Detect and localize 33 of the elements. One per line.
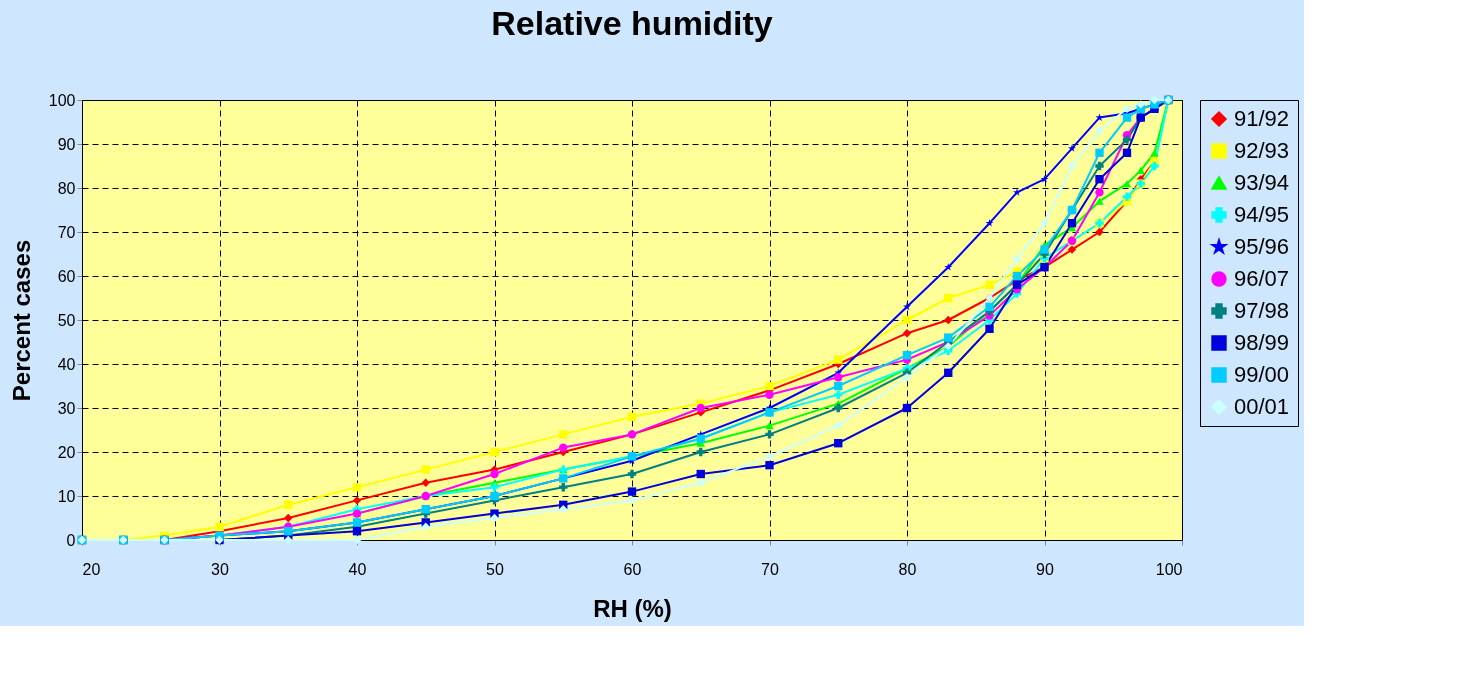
- y-tick-label: 20: [57, 443, 76, 461]
- legend-label: 96/07: [1234, 266, 1290, 291]
- legend-label: 92/93: [1234, 138, 1290, 163]
- x-axis-title: RH (%): [593, 594, 672, 622]
- y-tick-label: 100: [48, 91, 76, 109]
- legend-label: 93/94: [1234, 170, 1290, 195]
- x-tick-label: 80: [898, 560, 917, 578]
- x-tick-label: 70: [761, 560, 779, 578]
- y-tick-label: 40: [57, 355, 76, 373]
- chart-title: Relative humidity: [491, 4, 773, 42]
- legend-label: 91/92: [1234, 106, 1290, 131]
- x-tick-label: 20: [82, 560, 101, 578]
- y-tick-label: 70: [57, 223, 76, 241]
- x-tick-label: 60: [623, 560, 642, 578]
- legend-label: 00/01: [1234, 394, 1290, 419]
- legend-label: 95/96: [1234, 234, 1290, 259]
- legend-label: 98/99: [1234, 330, 1290, 355]
- y-tick-label: 10: [57, 487, 76, 505]
- y-axis-title: Percent cases: [7, 239, 35, 402]
- x-tick-label: 90: [1036, 560, 1054, 578]
- x-tick-label: 30: [211, 560, 229, 578]
- y-tick-label: 60: [57, 267, 76, 285]
- legend-label: 97/98: [1234, 298, 1290, 323]
- x-tick-label: 50: [486, 560, 504, 578]
- y-tick-label: 0: [66, 531, 76, 549]
- x-tick-label: 40: [348, 560, 367, 578]
- legend-label: 99/00: [1234, 362, 1290, 387]
- legend-label: 94/95: [1234, 202, 1290, 227]
- y-tick-label: 80: [57, 179, 76, 197]
- y-tick-label: 30: [57, 399, 76, 417]
- y-tick-label: 50: [57, 311, 76, 329]
- x-tick-label: 100: [1155, 560, 1183, 578]
- y-tick-label: 90: [57, 135, 76, 153]
